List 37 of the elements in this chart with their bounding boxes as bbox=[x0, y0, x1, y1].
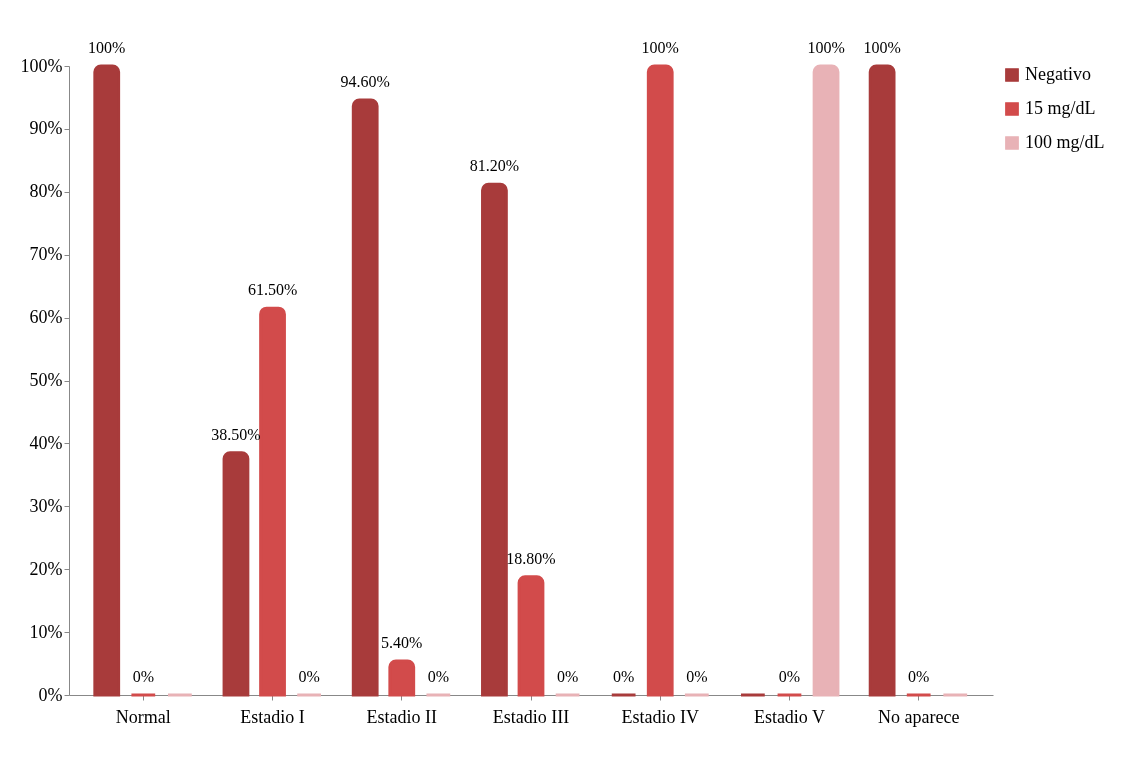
data-label: 100% bbox=[807, 39, 845, 56]
data-label: 94.60% bbox=[340, 72, 390, 90]
data-label: 0% bbox=[778, 668, 801, 685]
y-tick-label: 100% bbox=[20, 55, 63, 76]
y-tick-label: 40% bbox=[29, 432, 63, 453]
y-tick-label: 0% bbox=[38, 684, 63, 705]
y-tick-label: 60% bbox=[29, 307, 63, 328]
y-tick-label: 70% bbox=[29, 244, 63, 265]
data-label: 0% bbox=[298, 668, 320, 685]
x-tick-label: Estadio III bbox=[492, 706, 570, 727]
data-label: 100% bbox=[641, 39, 679, 56]
y-tick-label: 50% bbox=[29, 370, 63, 390]
data-label: 100% bbox=[863, 39, 901, 56]
y-tick-label: 80% bbox=[29, 181, 63, 202]
data-label: 61.50% bbox=[247, 281, 298, 299]
y-tick-label: 10% bbox=[29, 621, 63, 642]
data-label: 81.20% bbox=[469, 157, 520, 175]
data-label: 0% bbox=[612, 668, 635, 685]
data-label: 0% bbox=[908, 668, 930, 685]
x-tick-label: No aparece bbox=[877, 706, 960, 727]
x-tick-label: Estadio V bbox=[753, 706, 826, 727]
legend-label: Negativo bbox=[1025, 64, 1091, 84]
x-tick-label: Estadio II bbox=[366, 706, 438, 727]
y-tick-label: 30% bbox=[29, 495, 63, 516]
legend-label: 100 mg/dL bbox=[1025, 132, 1105, 152]
x-tick-label: Normal bbox=[115, 706, 171, 727]
data-label: 0% bbox=[427, 668, 450, 685]
data-label: 0% bbox=[556, 668, 579, 685]
y-tick-label: 90% bbox=[29, 118, 63, 139]
data-label: 100% bbox=[88, 39, 126, 56]
data-label: 0% bbox=[686, 668, 708, 685]
x-tick-label: Estadio IV bbox=[621, 706, 699, 727]
legend-label: 15 mg/dL bbox=[1025, 98, 1096, 118]
y-tick-label: 20% bbox=[29, 558, 63, 579]
data-label: 0% bbox=[132, 668, 154, 685]
data-label: 5.40% bbox=[381, 634, 423, 652]
x-tick-label: Estadio I bbox=[240, 706, 305, 727]
